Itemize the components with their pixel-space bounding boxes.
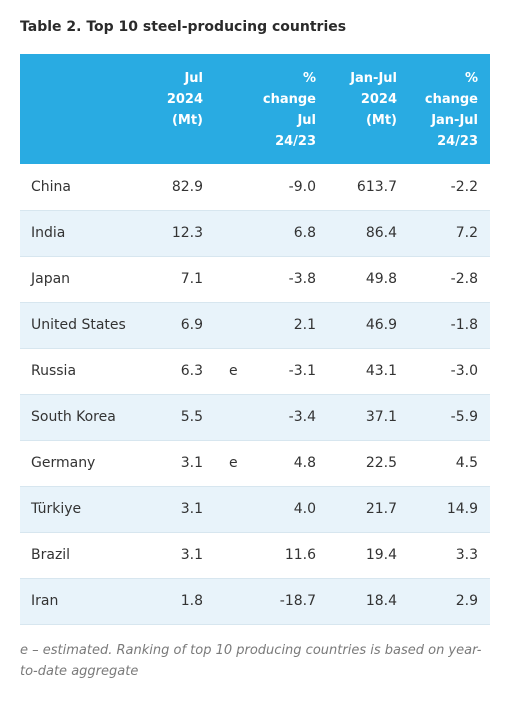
pct-change-jul-cell: -3.4 <box>248 394 328 441</box>
table-row: Brazil 3.1 11.6 19.4 3.3 <box>20 532 490 579</box>
jan-jul-2024-cell: 19.4 <box>328 532 409 579</box>
table-row: United States 6.9 2.1 46.9 -1.8 <box>20 302 490 349</box>
jul-2024-cell: 6.9 <box>151 302 215 349</box>
pct-change-jan-jul-cell: 7.2 <box>409 210 490 257</box>
steel-production-table: Jul 2024 (Mt) % change Jul 24/23 Jan-Jul… <box>20 54 490 625</box>
estimate-flag-cell: e <box>215 348 248 395</box>
table-row: Germany 3.1 e 4.8 22.5 4.5 <box>20 440 490 487</box>
table-row: Iran 1.8 -18.7 18.4 2.9 <box>20 578 490 625</box>
country-cell: Türkiye <box>20 486 151 533</box>
table-row: South Korea 5.5 -3.4 37.1 -5.9 <box>20 394 490 441</box>
country-cell: Iran <box>20 578 151 625</box>
country-cell: Germany <box>20 440 151 487</box>
jul-2024-cell: 7.1 <box>151 256 215 303</box>
jan-jul-2024-cell: 37.1 <box>328 394 409 441</box>
jul-2024-cell: 5.5 <box>151 394 215 441</box>
pct-change-jul-cell: -18.7 <box>248 578 328 625</box>
country-cell: India <box>20 210 151 257</box>
pct-change-jul-cell: 6.8 <box>248 210 328 257</box>
jul-2024-cell: 1.8 <box>151 578 215 625</box>
jan-jul-2024-cell: 613.7 <box>328 164 409 211</box>
pct-change-jul-cell: -9.0 <box>248 164 328 211</box>
pct-change-jan-jul-cell: -2.8 <box>409 256 490 303</box>
table-header-row: Jul 2024 (Mt) % change Jul 24/23 Jan-Jul… <box>20 54 490 164</box>
table-row: Japan 7.1 -3.8 49.8 -2.8 <box>20 256 490 303</box>
jan-jul-2024-cell: 86.4 <box>328 210 409 257</box>
pct-change-jul-cell: -3.8 <box>248 256 328 303</box>
estimate-flag-cell <box>215 210 248 257</box>
jul-2024-cell: 3.1 <box>151 440 215 487</box>
country-cell: China <box>20 164 151 211</box>
jan-jul-2024-cell: 21.7 <box>328 486 409 533</box>
estimate-flag-cell <box>215 164 248 211</box>
country-cell: Japan <box>20 256 151 303</box>
table-title: Table 2. Top 10 steel-producing countrie… <box>20 19 347 35</box>
estimate-flag-cell <box>215 302 248 349</box>
jul-2024-cell: 12.3 <box>151 210 215 257</box>
jan-jul-2024-cell: 43.1 <box>328 348 409 395</box>
header-pct-change-jul: % change Jul 24/23 <box>262 71 316 149</box>
jan-jul-2024-cell: 46.9 <box>328 302 409 349</box>
estimate-flag-cell <box>215 532 248 579</box>
table-row: Russia 6.3 e -3.1 43.1 -3.0 <box>20 348 490 395</box>
table-row: China 82.9 -9.0 613.7 -2.2 <box>20 164 490 211</box>
country-cell: South Korea <box>20 394 151 441</box>
jul-2024-cell: 6.3 <box>151 348 215 395</box>
estimate-flag-cell: e <box>215 440 248 487</box>
pct-change-jan-jul-cell: 14.9 <box>409 486 490 533</box>
table-row: Türkiye 3.1 4.0 21.7 14.9 <box>20 486 490 533</box>
header-jan-jul-2024: Jan-Jul 2024 (Mt) <box>350 71 397 128</box>
estimate-flag-cell <box>215 256 248 303</box>
estimate-flag-cell <box>215 486 248 533</box>
header-country <box>20 54 151 164</box>
header-jul-2024: Jul 2024 (Mt) <box>166 71 203 128</box>
pct-change-jan-jul-cell: -5.9 <box>409 394 490 441</box>
jul-2024-cell: 3.1 <box>151 486 215 533</box>
country-cell: Brazil <box>20 532 151 579</box>
estimate-flag-cell <box>215 578 248 625</box>
jan-jul-2024-cell: 49.8 <box>328 256 409 303</box>
table-footnote: e – estimated. Ranking of top 10 produci… <box>20 643 482 679</box>
pct-change-jul-cell: -3.1 <box>248 348 328 395</box>
pct-change-jan-jul-cell: -1.8 <box>409 302 490 349</box>
pct-change-jul-cell: 2.1 <box>248 302 328 349</box>
estimate-flag-cell <box>215 394 248 441</box>
jan-jul-2024-cell: 22.5 <box>328 440 409 487</box>
pct-change-jan-jul-cell: 2.9 <box>409 578 490 625</box>
header-flag <box>215 54 248 164</box>
pct-change-jan-jul-cell: 3.3 <box>409 532 490 579</box>
country-cell: Russia <box>20 348 151 395</box>
jan-jul-2024-cell: 18.4 <box>328 578 409 625</box>
pct-change-jan-jul-cell: -2.2 <box>409 164 490 211</box>
pct-change-jan-jul-cell: 4.5 <box>409 440 490 487</box>
pct-change-jul-cell: 11.6 <box>248 532 328 579</box>
pct-change-jan-jul-cell: -3.0 <box>409 348 490 395</box>
country-cell: United States <box>20 302 151 349</box>
pct-change-jul-cell: 4.8 <box>248 440 328 487</box>
jul-2024-cell: 82.9 <box>151 164 215 211</box>
header-pct-change-jan-jul: % change Jan-Jul 24/23 <box>424 71 478 149</box>
jul-2024-cell: 3.1 <box>151 532 215 579</box>
table-row: India 12.3 6.8 86.4 7.2 <box>20 210 490 257</box>
pct-change-jul-cell: 4.0 <box>248 486 328 533</box>
